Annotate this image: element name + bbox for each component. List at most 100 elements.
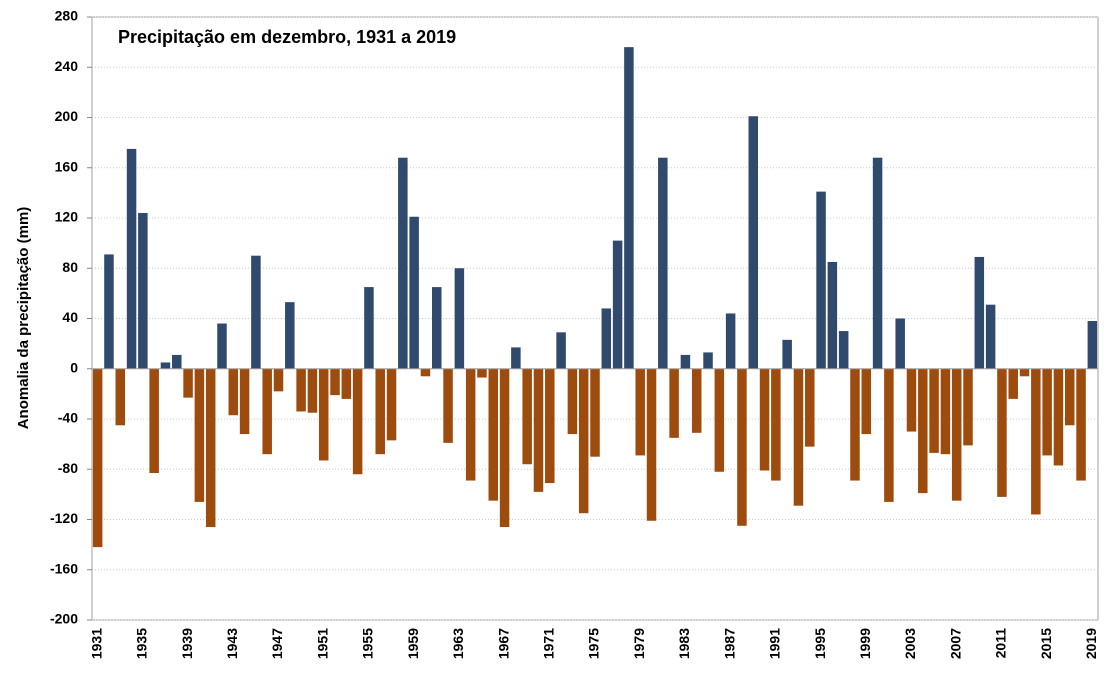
bar [635,368,645,456]
bar [194,368,205,502]
bar [262,368,272,455]
bar [646,368,657,521]
bar [1008,368,1018,399]
bar [771,368,781,481]
bar [386,368,397,441]
bar [477,368,487,378]
x-tick-label: 2007 [947,628,963,659]
bar [511,347,521,369]
bar [578,368,589,514]
bar [172,354,182,369]
bar [612,240,623,369]
x-tick-label: 1939 [179,628,195,659]
bar [1064,368,1075,426]
bar [364,287,374,369]
bar [239,368,250,435]
y-tick-label: 240 [55,58,79,74]
y-tick-label: 0 [70,359,78,375]
bar [884,368,894,502]
bar [906,368,917,432]
x-tick-label: 2011 [993,628,1009,659]
bar [793,368,804,506]
bar [149,368,159,474]
bar [398,157,408,369]
x-tick-label: 1931 [88,628,104,659]
chart-title: Precipitação em dezembro, 1931 a 2019 [118,27,456,47]
bar [465,368,476,481]
bar [929,368,939,453]
bar [285,302,295,369]
bar [296,368,306,412]
bar [488,368,499,501]
bar [92,368,103,548]
bar [816,191,826,369]
bar [375,368,385,455]
bar [205,368,216,528]
x-tick-label: 1987 [721,628,737,659]
bar [974,256,985,369]
bar [850,368,860,481]
x-tick-label: 1959 [405,628,421,659]
bar [432,287,442,369]
bar [104,254,114,369]
y-tick-label: 120 [55,209,79,225]
bar [409,216,419,369]
bar [1087,321,1098,369]
bar [703,352,713,369]
y-tick-label: -160 [50,560,78,576]
bar [748,116,758,369]
bar [183,368,193,398]
bar [352,368,363,475]
bar [273,368,284,392]
bar [827,261,838,369]
x-tick-label: 2003 [902,628,918,659]
bar [556,332,566,369]
bar [318,368,329,461]
bar [1076,368,1086,481]
bar [601,308,612,369]
bar [691,368,702,433]
y-tick-label: 40 [62,309,78,325]
x-tick-label: 1983 [676,628,692,659]
bar [1053,368,1064,466]
bar [838,331,849,369]
bar [714,368,725,472]
bar [658,157,668,369]
bar [895,318,905,369]
bar [228,368,239,416]
bar [1031,368,1041,515]
bar [126,148,137,369]
bar [918,368,928,494]
x-tick-label: 1979 [631,628,647,659]
bar [963,368,973,446]
x-tick-label: 1947 [269,628,285,659]
y-axis-label: Anomalia da precipitação (mm) [15,207,32,430]
bar [499,368,510,528]
x-tick-label: 1951 [314,628,330,659]
y-tick-label: 80 [62,259,78,275]
bar [307,368,318,413]
bar [454,268,465,369]
x-tick-label: 1955 [360,628,376,659]
bar [985,304,996,369]
bar [217,323,227,369]
x-tick-label: 2019 [1083,628,1099,659]
y-tick-label: 280 [55,8,79,24]
y-tick-label: 200 [55,108,79,124]
bar [872,157,883,369]
bar [115,368,126,426]
bar [138,212,148,369]
bar [951,368,962,501]
y-tick-label: -80 [58,460,78,476]
bar [759,368,770,471]
bar [1019,368,1030,377]
x-tick-label: 1963 [450,628,466,659]
bar [725,313,736,369]
bar [997,368,1007,497]
bar [567,368,578,435]
bar [861,368,872,435]
bar [669,368,679,438]
bar [940,368,951,455]
y-tick-label: 160 [55,158,79,174]
bar [160,362,171,369]
